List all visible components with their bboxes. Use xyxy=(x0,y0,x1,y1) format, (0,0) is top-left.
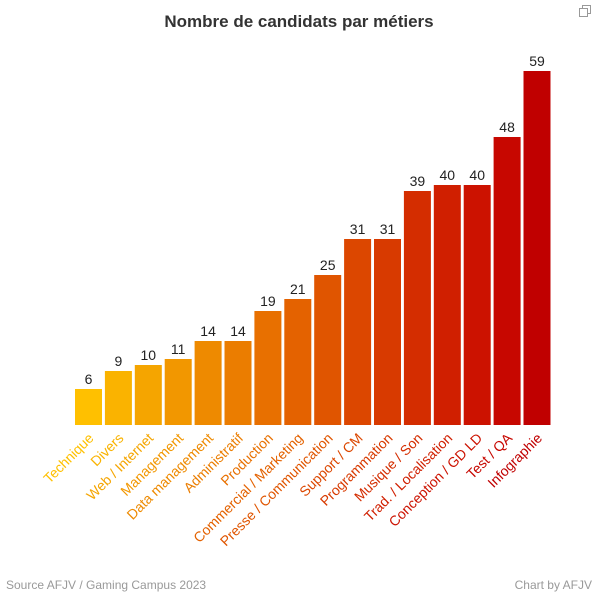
bar-8[interactable] xyxy=(284,299,312,425)
data-label-5: 14 xyxy=(200,323,216,339)
bar-10[interactable] xyxy=(344,239,372,425)
bar-1[interactable] xyxy=(75,389,102,425)
data-label-3: 10 xyxy=(141,347,157,363)
data-label-8: 21 xyxy=(290,281,306,297)
bar-2[interactable] xyxy=(104,371,132,425)
data-label-12: 39 xyxy=(410,173,426,189)
bar-14[interactable] xyxy=(463,185,491,425)
data-label-1: 6 xyxy=(85,371,93,387)
bar-4[interactable] xyxy=(164,359,192,425)
bar-15[interactable] xyxy=(493,137,521,425)
data-label-13: 40 xyxy=(440,167,456,183)
data-label-10: 31 xyxy=(350,221,366,237)
data-label-15: 48 xyxy=(499,119,515,135)
source-note: Source AFJV / Gaming Campus 2023 xyxy=(6,578,207,592)
data-label-6: 14 xyxy=(230,323,246,339)
data-label-7: 19 xyxy=(260,293,276,309)
data-label-16: 59 xyxy=(529,53,545,69)
data-label-9: 25 xyxy=(320,257,336,273)
data-label-4: 11 xyxy=(171,341,186,357)
bar-5[interactable] xyxy=(194,341,222,425)
data-label-2: 9 xyxy=(115,353,123,369)
bar-12[interactable] xyxy=(403,191,431,425)
expand-icon[interactable] xyxy=(578,4,592,18)
data-label-11: 31 xyxy=(380,221,396,237)
bar-13[interactable] xyxy=(433,185,461,425)
data-label-14: 40 xyxy=(469,167,485,183)
bar-3[interactable] xyxy=(134,365,162,425)
bar-7[interactable] xyxy=(254,311,282,425)
chart-credit[interactable]: Chart by AFJV xyxy=(514,578,592,592)
bar-9[interactable] xyxy=(314,275,342,425)
chart-title: Nombre de candidats par métiers xyxy=(164,12,434,31)
bar-11[interactable] xyxy=(374,239,401,425)
bar-6[interactable] xyxy=(224,341,252,425)
bar-16[interactable] xyxy=(523,71,551,425)
